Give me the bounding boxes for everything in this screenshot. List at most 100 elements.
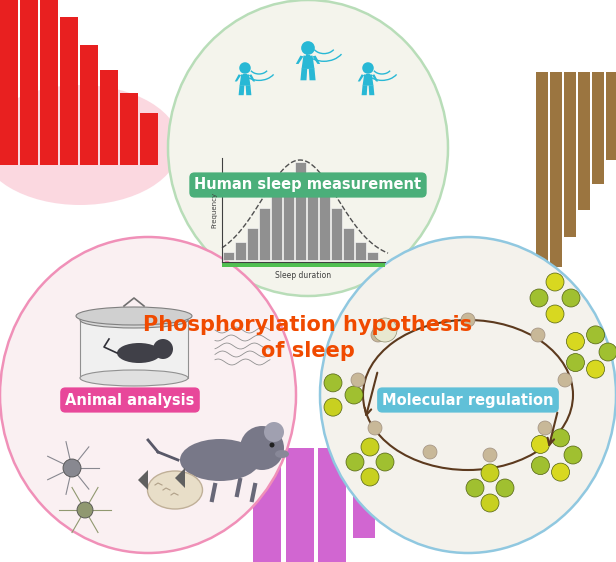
Ellipse shape <box>168 0 448 296</box>
Circle shape <box>586 360 604 378</box>
Bar <box>592 72 604 184</box>
Ellipse shape <box>80 370 188 386</box>
Bar <box>307 172 318 260</box>
Circle shape <box>361 438 379 456</box>
Text: Animal analysis: Animal analysis <box>65 392 195 407</box>
Circle shape <box>368 421 382 435</box>
Circle shape <box>301 41 315 55</box>
Bar <box>253 448 281 562</box>
Bar <box>40 0 58 165</box>
Circle shape <box>546 273 564 291</box>
Bar <box>20 0 38 165</box>
Circle shape <box>531 328 545 342</box>
Ellipse shape <box>320 237 616 553</box>
Circle shape <box>461 313 475 327</box>
Text: Sleep duration: Sleep duration <box>275 271 331 280</box>
Polygon shape <box>249 74 255 81</box>
Bar <box>80 45 98 165</box>
Circle shape <box>481 464 499 482</box>
Circle shape <box>564 446 582 464</box>
Circle shape <box>371 328 385 342</box>
Bar <box>331 208 342 260</box>
Bar <box>550 72 562 267</box>
Ellipse shape <box>80 312 188 328</box>
Ellipse shape <box>117 343 161 363</box>
Ellipse shape <box>0 237 296 553</box>
Text: Molecular regulation: Molecular regulation <box>383 392 554 407</box>
Circle shape <box>586 326 604 344</box>
Circle shape <box>346 453 364 471</box>
Bar <box>353 448 375 538</box>
Circle shape <box>376 453 394 471</box>
Circle shape <box>538 421 552 435</box>
Circle shape <box>481 494 499 512</box>
Ellipse shape <box>275 450 289 458</box>
Circle shape <box>153 339 173 359</box>
Polygon shape <box>296 56 304 64</box>
Bar <box>318 448 346 562</box>
Circle shape <box>530 289 548 307</box>
Polygon shape <box>358 74 364 81</box>
Circle shape <box>324 374 342 392</box>
Polygon shape <box>240 74 251 85</box>
Circle shape <box>496 479 514 497</box>
Bar <box>536 72 548 300</box>
Ellipse shape <box>180 439 260 481</box>
Polygon shape <box>372 74 378 81</box>
Bar <box>223 252 234 260</box>
Bar <box>367 74 370 75</box>
Ellipse shape <box>147 471 203 509</box>
Circle shape <box>532 456 549 474</box>
Polygon shape <box>246 85 251 95</box>
Circle shape <box>63 459 81 477</box>
Circle shape <box>532 436 549 454</box>
Bar <box>367 252 378 260</box>
Bar <box>319 188 330 260</box>
Bar <box>343 228 354 260</box>
Bar <box>295 162 306 260</box>
Ellipse shape <box>0 85 180 205</box>
Polygon shape <box>175 468 185 488</box>
Bar <box>606 72 616 160</box>
Bar <box>140 113 158 165</box>
Bar <box>222 262 385 267</box>
Circle shape <box>264 422 284 442</box>
Circle shape <box>361 468 379 486</box>
Circle shape <box>239 62 251 74</box>
Bar <box>259 208 270 260</box>
Circle shape <box>546 305 564 323</box>
Bar <box>271 188 282 260</box>
Text: Phosphorylation hypothesis
of sleep: Phosphorylation hypothesis of sleep <box>144 315 472 361</box>
Bar <box>100 70 118 165</box>
Circle shape <box>373 318 397 342</box>
Circle shape <box>466 479 484 497</box>
Circle shape <box>558 373 572 387</box>
Circle shape <box>270 442 275 447</box>
Bar <box>564 72 576 237</box>
Bar <box>247 228 258 260</box>
Polygon shape <box>368 85 375 95</box>
Bar <box>283 172 294 260</box>
Polygon shape <box>302 56 314 69</box>
Polygon shape <box>312 56 320 64</box>
Circle shape <box>599 343 616 361</box>
Ellipse shape <box>76 307 192 325</box>
Polygon shape <box>363 74 373 85</box>
Bar <box>235 242 246 260</box>
Text: Frequency: Frequency <box>211 192 217 228</box>
Circle shape <box>77 502 93 518</box>
Text: Human sleep measurement: Human sleep measurement <box>195 178 421 193</box>
Polygon shape <box>301 69 307 80</box>
Circle shape <box>423 445 437 459</box>
Bar <box>286 448 314 562</box>
Bar <box>120 93 138 165</box>
Bar <box>306 55 310 57</box>
Circle shape <box>567 332 585 351</box>
Circle shape <box>345 386 363 404</box>
Circle shape <box>351 373 365 387</box>
Polygon shape <box>309 69 315 80</box>
Polygon shape <box>362 85 367 95</box>
Circle shape <box>483 448 497 462</box>
Circle shape <box>362 62 374 74</box>
Circle shape <box>551 463 570 481</box>
